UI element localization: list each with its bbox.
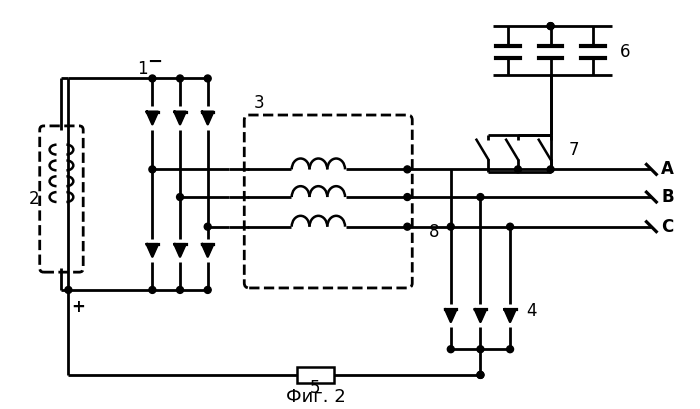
Text: +: + (71, 298, 85, 316)
Text: 8: 8 (428, 222, 439, 240)
Text: −: − (147, 53, 162, 71)
Circle shape (547, 22, 554, 29)
Text: 6: 6 (620, 43, 630, 61)
Text: 1: 1 (136, 60, 148, 78)
Polygon shape (202, 112, 214, 124)
Text: 2: 2 (29, 190, 40, 208)
Polygon shape (505, 309, 516, 322)
Circle shape (514, 166, 522, 173)
Circle shape (204, 223, 211, 230)
Circle shape (404, 223, 411, 230)
Circle shape (204, 286, 211, 293)
Text: 3: 3 (254, 94, 265, 112)
Circle shape (404, 166, 411, 173)
Circle shape (404, 193, 411, 200)
Polygon shape (445, 309, 456, 322)
Circle shape (547, 166, 554, 173)
Circle shape (149, 75, 156, 82)
Text: 4: 4 (526, 302, 536, 320)
Polygon shape (174, 244, 186, 256)
Circle shape (547, 22, 554, 29)
Circle shape (477, 193, 484, 200)
Circle shape (477, 346, 484, 353)
Text: A: A (662, 160, 674, 178)
Circle shape (447, 223, 454, 230)
Circle shape (176, 75, 183, 82)
Circle shape (447, 346, 454, 353)
Text: Фиг. 2: Фиг. 2 (286, 388, 345, 406)
Circle shape (507, 223, 514, 230)
Circle shape (149, 166, 156, 173)
Bar (297, 367, 334, 383)
Polygon shape (475, 309, 486, 322)
Polygon shape (147, 112, 158, 124)
Circle shape (176, 193, 183, 200)
Circle shape (65, 286, 72, 293)
Polygon shape (174, 112, 186, 124)
Text: B: B (662, 188, 674, 206)
Circle shape (507, 346, 514, 353)
Text: C: C (662, 218, 673, 236)
Circle shape (477, 371, 484, 378)
Circle shape (204, 75, 211, 82)
Circle shape (477, 371, 484, 378)
Text: 5: 5 (310, 379, 321, 397)
Circle shape (176, 286, 183, 293)
Polygon shape (147, 244, 158, 256)
Text: 7: 7 (568, 141, 579, 159)
Circle shape (149, 286, 156, 293)
Polygon shape (202, 244, 214, 256)
